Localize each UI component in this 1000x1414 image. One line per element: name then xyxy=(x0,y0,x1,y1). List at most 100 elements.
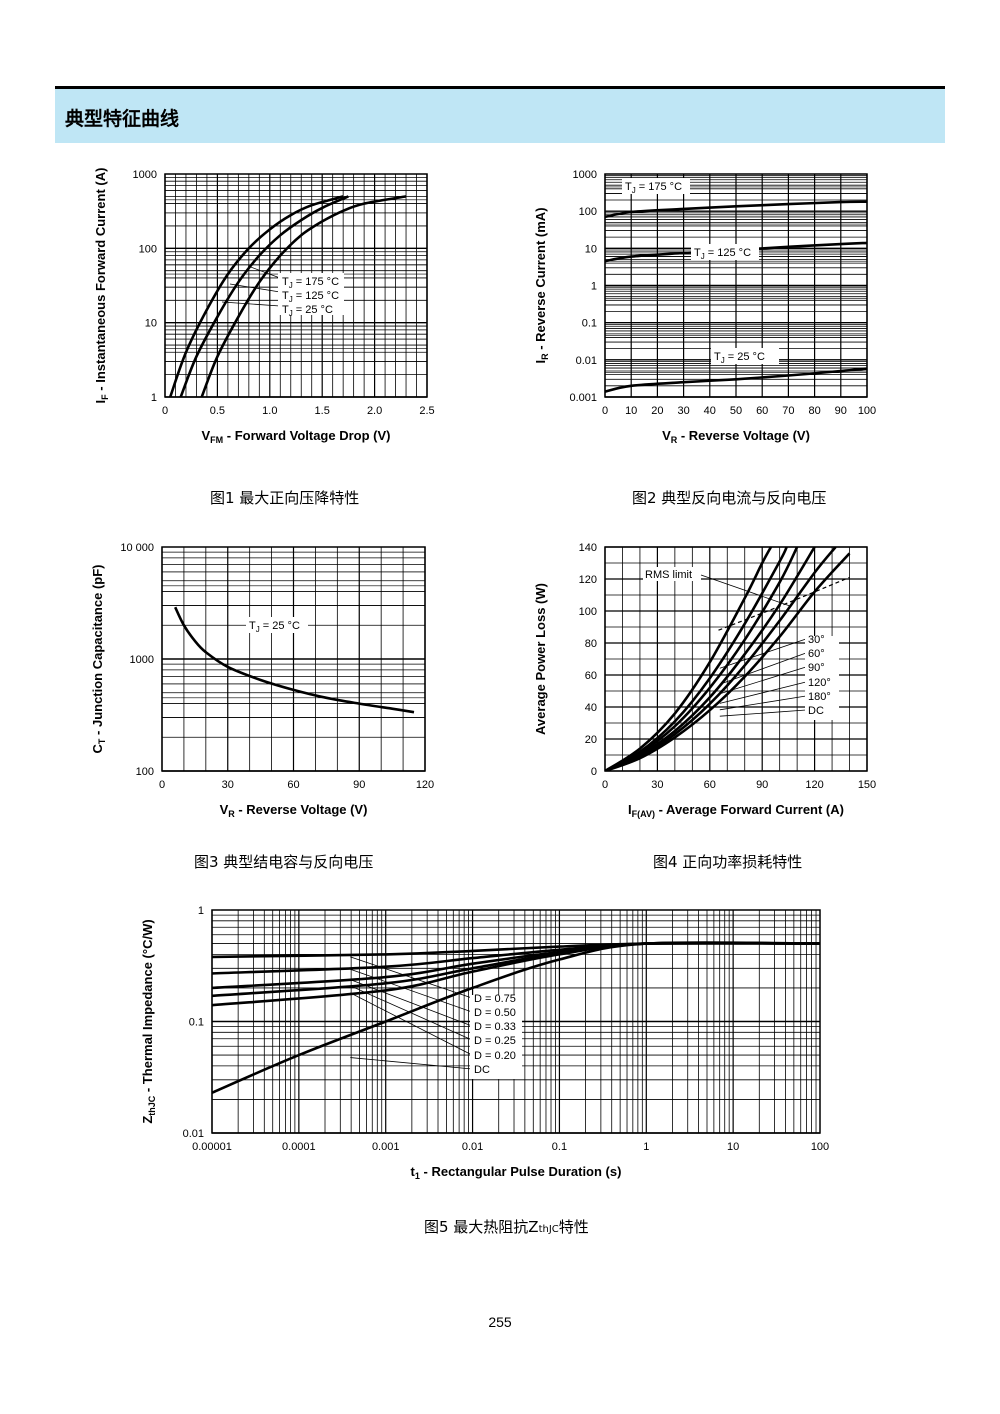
series-label: DC xyxy=(808,705,824,717)
plot-frame xyxy=(161,546,426,772)
leader-line xyxy=(719,652,807,685)
y-tick-label: 1000 xyxy=(573,169,597,181)
y-tick-label: 10 000 xyxy=(120,542,154,554)
y-tick-label: 100 xyxy=(579,206,597,218)
x-tick-label: 0 xyxy=(602,779,608,791)
series-label: TJ = 25 °C xyxy=(249,620,300,634)
x-tick-label: 0 xyxy=(602,405,608,417)
plot-frame xyxy=(164,173,428,398)
y-tick-label: 60 xyxy=(585,670,597,682)
x-tick-label: 100 xyxy=(811,1141,829,1153)
chart-junction-capacitance: 0 30 60 90 120 100 1000 10 000 VR - Reverse Volt… xyxy=(90,542,434,819)
series-label: D = 0.25 xyxy=(474,1035,516,1047)
caption-fig4: 图4 正向功率损耗特性 xyxy=(653,853,803,871)
rms-limit-label: RMS limit xyxy=(645,569,692,581)
leader-line xyxy=(229,283,281,293)
series-line xyxy=(605,552,851,771)
label-background xyxy=(622,178,690,194)
series-line xyxy=(174,606,415,714)
x-axis-label: t1 - Rectangular Pulse Duration (s) xyxy=(411,1164,622,1181)
series-group xyxy=(605,547,851,771)
label-background xyxy=(470,995,522,1079)
series-label: D = 0.75 xyxy=(474,993,516,1005)
caption-fig2: 图2 典型反向电流与反向电压 xyxy=(632,489,827,507)
leader-line xyxy=(719,709,807,717)
y-tick-label: 80 xyxy=(585,638,597,650)
series-line xyxy=(200,195,407,397)
x-axis-label: VFM - Forward Voltage Drop (V) xyxy=(202,428,391,445)
series-group xyxy=(168,195,407,397)
leader-line xyxy=(221,301,281,307)
series-label: 90° xyxy=(808,662,825,674)
leader-line xyxy=(350,968,473,1013)
y-axis-label: ZthJC - Thermal Impedance (°C/W) xyxy=(140,919,157,1123)
series-line xyxy=(605,547,816,771)
label-background xyxy=(643,567,701,581)
leader-line xyxy=(350,992,473,1056)
leader-line xyxy=(719,681,807,704)
x-tick-label: 100 xyxy=(858,405,876,417)
chart-forward-voltage: 0 0.5 1.0 1.5 2.0 2.5 1 10 100 1000 VFM - Forward … xyxy=(93,168,435,445)
series-label: TJ = 25 °C xyxy=(282,304,333,318)
y-tick-label: 1 xyxy=(198,905,204,917)
x-tick-label: 90 xyxy=(756,779,768,791)
series-line xyxy=(718,576,850,631)
series-group xyxy=(212,941,820,1094)
y-tick-label: 1 xyxy=(591,281,597,293)
y-tick-label: 0 xyxy=(591,766,597,778)
x-tick-label: 0.001 xyxy=(372,1141,400,1153)
y-tick-label: 0.001 xyxy=(569,392,597,404)
series-label: 60° xyxy=(808,648,825,660)
y-tick-label: 10 xyxy=(145,318,157,330)
x-tick-label: 60 xyxy=(287,779,299,791)
series-label: DC xyxy=(474,1064,490,1076)
x-tick-label: 30 xyxy=(222,779,234,791)
y-tick-label: 140 xyxy=(579,542,597,554)
y-tick-label: 1 xyxy=(151,392,157,404)
header-top-rule xyxy=(55,86,945,89)
y-tick-label: 120 xyxy=(579,574,597,586)
x-tick-label: 0.5 xyxy=(210,405,225,417)
series-line xyxy=(605,200,867,219)
series-label: 120° xyxy=(808,677,831,689)
caption-fig3: 图3 典型结电容与反向电压 xyxy=(194,853,374,871)
series-label: TJ = 125 °C xyxy=(282,290,339,304)
x-tick-label: 60 xyxy=(704,779,716,791)
x-tick-label: 10 xyxy=(625,405,637,417)
y-tick-label: 100 xyxy=(579,606,597,618)
leader-line xyxy=(350,956,473,999)
x-tick-label: 2.0 xyxy=(367,405,382,417)
x-tick-label: 90 xyxy=(353,779,365,791)
series-line xyxy=(605,547,788,771)
grid-lines xyxy=(161,547,426,772)
label-background xyxy=(711,348,779,364)
x-tick-label: 0 xyxy=(159,779,165,791)
caption-fig5-subscript: thJC xyxy=(538,1224,559,1235)
label-background xyxy=(278,273,344,315)
series-label: D = 0.50 xyxy=(474,1007,516,1019)
y-tick-label: 1000 xyxy=(130,654,154,666)
series-line xyxy=(605,547,837,771)
x-tick-label: 50 xyxy=(730,405,742,417)
series-label: TJ = 175 °C xyxy=(282,276,339,290)
series-label: TJ = 175 °C xyxy=(625,181,682,195)
y-axis-label: IF - Instantaneous Forward Current (A) xyxy=(93,168,110,404)
caption-fig5-main: 图5 最大热阻抗Z xyxy=(424,1218,539,1236)
series-label: 30° xyxy=(808,634,825,646)
y-tick-label: 20 xyxy=(585,734,597,746)
x-tick-label: 0.00001 xyxy=(192,1141,232,1153)
x-tick-label: 30 xyxy=(651,779,663,791)
plot-frame xyxy=(604,546,868,772)
x-tick-label: 30 xyxy=(677,405,689,417)
y-tick-label: 100 xyxy=(136,766,154,778)
label-background xyxy=(691,244,759,260)
x-tick-label: 20 xyxy=(651,405,663,417)
leader-line xyxy=(350,1057,473,1070)
leader-line xyxy=(700,574,791,607)
leader-line xyxy=(350,985,473,1041)
series-line xyxy=(179,195,349,397)
leader-line xyxy=(719,666,807,695)
page-number: 255 xyxy=(488,1314,512,1330)
leader-line xyxy=(719,638,807,669)
series-group xyxy=(174,606,415,714)
